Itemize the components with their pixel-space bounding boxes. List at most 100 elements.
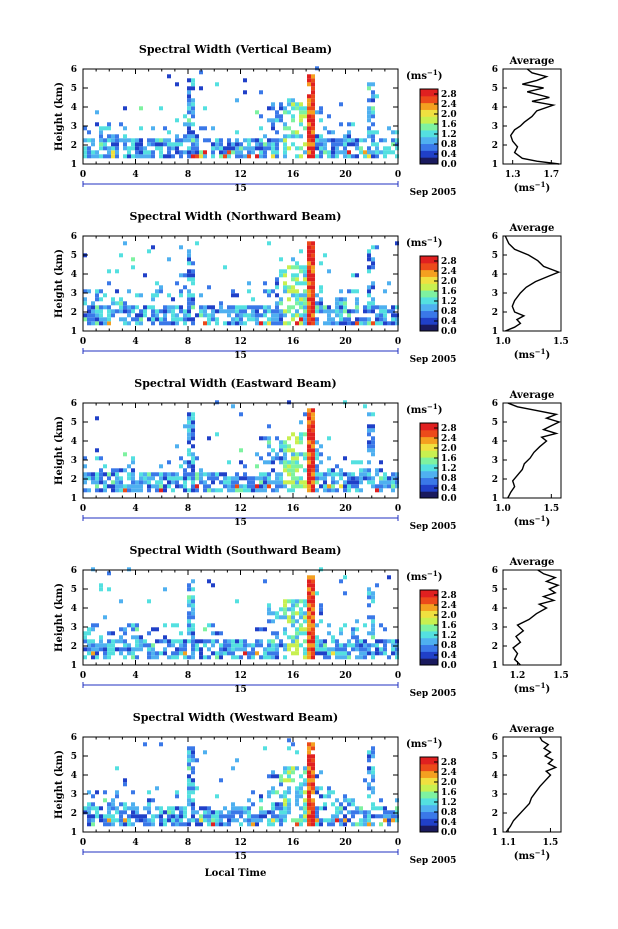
y-tick-label: 1	[71, 828, 77, 838]
heatmap-cell	[355, 305, 359, 310]
heatmap-cell	[259, 480, 263, 485]
heatmap-cell	[335, 313, 339, 318]
heatmap-cell	[223, 265, 227, 270]
heatmap-cell	[291, 468, 295, 473]
heatmap-cell	[239, 806, 243, 811]
heatmap-cell	[335, 643, 339, 648]
heatmap-cell	[211, 146, 215, 151]
heatmap-cell	[315, 480, 319, 485]
colorbar-unit-label: (ms−1)	[406, 235, 442, 249]
heatmap-cell	[151, 651, 155, 656]
heatmap-cell	[335, 480, 339, 485]
heatmap-cell	[271, 647, 275, 652]
heatmap-cell	[307, 428, 311, 433]
heatmap-cell	[395, 317, 399, 322]
heatmap-cell	[319, 619, 323, 624]
heatmap-cell	[195, 818, 199, 823]
heatmap-cell	[311, 655, 315, 660]
heatmap-cell	[187, 90, 191, 95]
heatmap-cell	[187, 762, 191, 767]
heatmap-cell	[103, 814, 107, 819]
heatmap-cell	[315, 138, 319, 143]
heatmap-cell	[231, 484, 235, 489]
heatmap-cell	[139, 321, 143, 326]
heatmap-cell	[271, 488, 275, 493]
heatmap-cell	[187, 627, 191, 632]
heatmap-cell	[119, 810, 123, 815]
heatmap-cell	[143, 154, 147, 159]
heatmap-cell	[355, 309, 359, 314]
heatmap-cell	[231, 150, 235, 155]
average-y-tick-label: 6	[492, 566, 498, 576]
heatmap-cell	[331, 154, 335, 159]
average-title: Average	[509, 390, 555, 401]
heatmap-cell	[239, 643, 243, 648]
heatmap-cell	[191, 305, 195, 310]
heatmap-cell	[371, 134, 375, 139]
colorbar: (ms−1)0.00.40.81.21.62.02.42.8	[406, 569, 457, 671]
heatmap-cell	[371, 122, 375, 127]
heatmap-cell	[295, 794, 299, 799]
average-x-tick-label: 1.5	[553, 671, 569, 681]
heatmap-cell	[311, 241, 315, 246]
heatmap-cell	[195, 822, 199, 827]
heatmap-cell	[279, 456, 283, 461]
heatmap-cell	[291, 643, 295, 648]
heatmap-cell	[391, 643, 395, 648]
heatmap-cell	[311, 444, 315, 449]
heatmap-cell	[295, 273, 299, 278]
y-tick-label: 6	[71, 566, 77, 576]
heatmap-cell	[267, 146, 271, 151]
heatmap-cell	[283, 468, 287, 473]
heatmap-cell	[191, 754, 195, 759]
heatmap-cell	[303, 106, 307, 111]
heatmap-cell	[191, 643, 195, 648]
heatmap-cell	[295, 309, 299, 314]
heatmap-cell	[379, 814, 383, 819]
heatmap-cell	[375, 150, 379, 155]
heatmap-cell	[247, 154, 251, 159]
heatmap-cell	[243, 651, 247, 656]
heatmap-cell	[191, 651, 195, 656]
heatmap-cell	[323, 480, 327, 485]
average-y-tick-label: 4	[492, 437, 498, 447]
heatmap-cell	[95, 150, 99, 155]
heatmap-cell	[291, 448, 295, 453]
heatmap-cell	[163, 309, 167, 314]
heatmap-cell	[91, 814, 95, 819]
heatmap-cell	[311, 265, 315, 270]
heatmap-cell	[283, 818, 287, 823]
heatmap-cell	[315, 448, 319, 453]
x-tick-label: 16	[287, 504, 300, 514]
heatmap-cell	[243, 90, 247, 95]
heatmap-cell	[279, 607, 283, 612]
heatmap-cell	[331, 150, 335, 155]
heatmap-cell	[263, 484, 267, 489]
heatmap-cell	[367, 591, 371, 596]
colorbar-swatch	[420, 617, 438, 625]
heatmap-cell	[303, 782, 307, 787]
heatmap-cell	[347, 289, 351, 294]
heatmap-cell	[319, 305, 323, 310]
heatmap-cell	[331, 802, 335, 807]
heatmap-cell	[283, 281, 287, 286]
heatmap-cell	[255, 484, 259, 489]
heatmap-cell	[371, 321, 375, 326]
heatmap-cell	[167, 810, 171, 815]
heatmap-cell	[159, 154, 163, 159]
y-tick-label: 3	[71, 623, 77, 633]
heatmap-cell	[371, 651, 375, 656]
heatmap-cell	[247, 488, 251, 493]
heatmap-cell	[311, 118, 315, 123]
average-y-tick-label: 2	[492, 141, 498, 151]
heatmap-cell	[191, 595, 195, 600]
heatmap-cell	[187, 822, 191, 827]
heatmap-cell	[111, 488, 115, 493]
heatmap-cell	[151, 627, 155, 632]
heatmap-cell	[87, 317, 91, 322]
heatmap-cell	[127, 150, 131, 155]
heatmap-cell	[267, 138, 271, 143]
heatmap-cell	[335, 301, 339, 306]
heatmap-cell	[299, 432, 303, 437]
